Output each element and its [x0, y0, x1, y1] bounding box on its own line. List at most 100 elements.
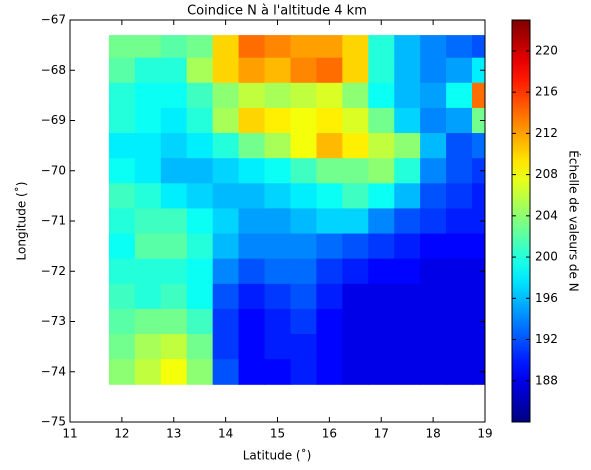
heatmap-cell	[238, 82, 266, 109]
heatmap-cell	[342, 258, 369, 285]
heatmap-cell	[108, 107, 136, 134]
heatmap-cell	[394, 35, 421, 59]
heatmap-cell	[238, 107, 266, 134]
heatmap-cell	[342, 35, 369, 59]
heatmap-cell	[420, 258, 447, 285]
heatmap-cell	[368, 35, 395, 59]
y-tick-label: −73	[41, 314, 66, 328]
heatmap-cell	[290, 334, 317, 360]
heatmap-cell	[420, 158, 447, 184]
heatmap-cell	[316, 35, 343, 59]
heatmap-cell	[212, 308, 240, 335]
heatmap-cell	[212, 133, 240, 159]
x-tick-label: 15	[270, 427, 285, 441]
heatmap-cell	[472, 208, 486, 235]
heatmap-cell	[368, 82, 395, 109]
heatmap-cell	[290, 308, 317, 335]
heatmap-cell	[472, 308, 486, 335]
y-tick-label: −67	[41, 13, 66, 27]
heatmap-cell	[394, 359, 421, 385]
heatmap-cell	[368, 258, 395, 285]
heatmap-cell	[134, 359, 162, 385]
heatmap-cell	[212, 283, 240, 310]
heatmap-cell	[394, 258, 421, 285]
heatmap-cell	[108, 57, 136, 84]
heatmap-cell	[212, 57, 240, 84]
heatmap-cell	[160, 334, 188, 360]
heatmap-cell	[238, 183, 266, 209]
heatmap-cell	[316, 334, 343, 360]
heatmap-cell	[446, 208, 473, 235]
heatmap-cell	[290, 35, 317, 59]
heatmap-cell	[186, 107, 214, 134]
heatmap-cell	[420, 208, 447, 235]
heatmap-cell	[212, 183, 240, 209]
heatmap-cell	[394, 133, 421, 159]
heatmap-cell	[316, 283, 343, 310]
heatmap-cell	[264, 35, 291, 59]
heatmap-cell	[472, 57, 486, 84]
x-tick-label: 14	[218, 427, 233, 441]
heatmap-cell	[472, 133, 486, 159]
heatmap-cell	[186, 183, 214, 209]
heatmap-cell	[160, 158, 188, 184]
x-tick-label: 17	[374, 427, 389, 441]
heatmap-cell	[186, 57, 214, 84]
heatmap-cell	[368, 57, 395, 84]
heatmap-cell	[342, 359, 369, 385]
heatmap-cell	[472, 233, 486, 260]
heatmap-cell	[134, 133, 162, 159]
heatmap-cell	[212, 334, 240, 360]
heatmap-cell	[394, 57, 421, 84]
heatmap-cell	[446, 258, 473, 285]
heatmap-cell	[264, 183, 291, 209]
heatmap-cell	[472, 107, 486, 134]
heatmap-cell	[368, 283, 395, 310]
heatmap-cell	[420, 233, 447, 260]
heatmap-cell	[420, 334, 447, 360]
heatmap-cell	[264, 283, 291, 310]
heatmap-cell	[472, 258, 486, 285]
colorbar-tick-label: 200	[535, 250, 558, 264]
heatmap-cell	[212, 208, 240, 235]
heatmap-cell	[264, 57, 291, 84]
heatmap-cell	[342, 308, 369, 335]
heatmap-cell	[290, 359, 317, 385]
heatmap-cell	[160, 183, 188, 209]
heatmap-cell	[290, 107, 317, 134]
heatmap-cell	[316, 57, 343, 84]
heatmap-cell	[290, 57, 317, 84]
heatmap-cell	[264, 158, 291, 184]
heatmap-cell	[238, 308, 266, 335]
y-tick-label: −70	[41, 163, 66, 177]
heatmap-cell	[160, 359, 188, 385]
heatmap-cell	[472, 158, 486, 184]
heatmap-cell	[186, 82, 214, 109]
heatmap-cell	[420, 183, 447, 209]
heatmap-cell	[160, 233, 188, 260]
heatmap-cell	[290, 283, 317, 310]
heatmap-cell	[290, 82, 317, 109]
y-tick-label: −74	[41, 364, 66, 378]
heatmap-cell	[316, 258, 343, 285]
heatmap-cell	[394, 208, 421, 235]
heatmap-cell	[238, 233, 266, 260]
heatmap-cell	[108, 82, 136, 109]
heatmap-cell	[368, 208, 395, 235]
heatmap-cell	[238, 35, 266, 59]
heatmap-cell	[160, 133, 188, 159]
x-tick-label: 18	[425, 427, 440, 441]
heatmap-cell	[238, 283, 266, 310]
heatmap-cell	[446, 82, 473, 109]
heatmap-cell	[186, 35, 214, 59]
y-tick-label: −68	[41, 63, 66, 77]
colorbar-tick-label: 204	[535, 208, 558, 222]
heatmap-cell	[134, 308, 162, 335]
heatmap-cell	[394, 233, 421, 260]
heatmap-cell	[108, 283, 136, 310]
heatmap-cell	[186, 359, 214, 385]
heatmap-cell	[394, 183, 421, 209]
heatmap-cell	[472, 283, 486, 310]
heatmap-cell	[420, 359, 447, 385]
heatmap-cell	[316, 308, 343, 335]
